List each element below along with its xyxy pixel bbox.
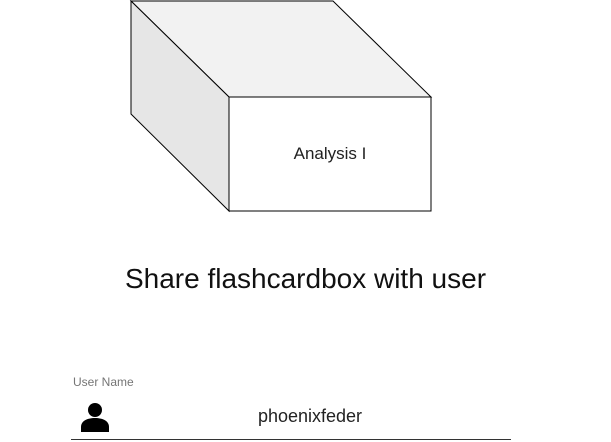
- username-row: [71, 394, 511, 440]
- box-front-face: [228, 96, 432, 212]
- person-icon: [81, 403, 109, 432]
- page-title: Share flashcardbox with user: [124, 263, 487, 294]
- username-input[interactable]: [115, 402, 505, 430]
- flashcardbox-name: Analysis I: [293, 144, 367, 163]
- flashcardbox-icon: [129, 0, 433, 213]
- username-field: User Name: [71, 370, 511, 442]
- username-label: User Name: [73, 375, 134, 389]
